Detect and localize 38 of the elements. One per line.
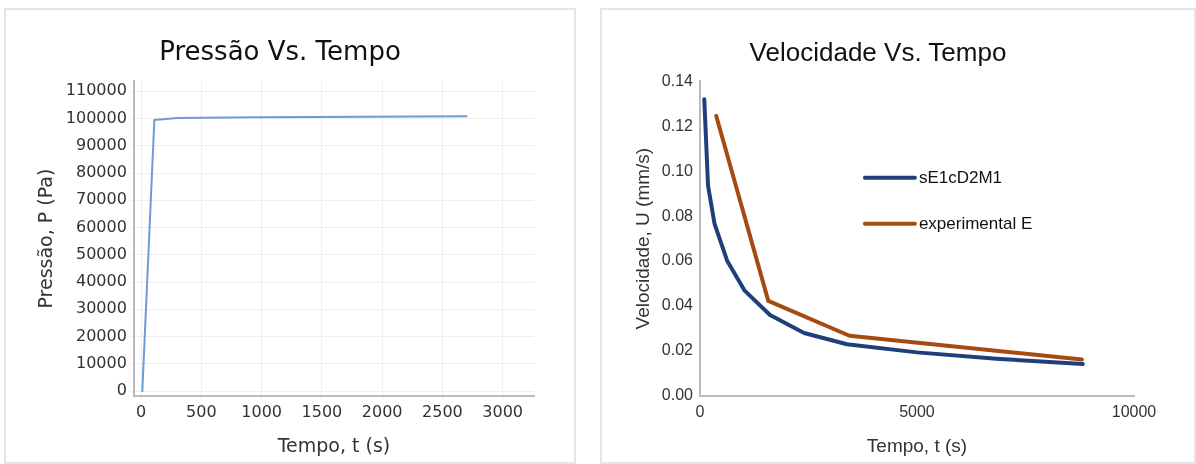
- x-axis-title: Tempo, t (s): [866, 434, 968, 456]
- y-tick-label: 0.08: [661, 206, 694, 224]
- legend-label: sE1cD2M1: [918, 167, 1003, 187]
- chart-title: Velocidade Vs. Tempo: [749, 36, 1007, 67]
- y-tick-label: 10000: [75, 352, 127, 372]
- x-tick-label: 5000: [899, 403, 935, 421]
- y-tick-label: 0.02: [661, 341, 694, 359]
- y-axis-title: Velocidade, U (mm/s): [631, 147, 653, 330]
- y-tick-label: 110000: [65, 80, 127, 100]
- legend-label: experimental E: [918, 213, 1033, 233]
- chart-title: Pressão Vs. Tempo: [159, 36, 401, 67]
- y-tick-label: 0.12: [661, 116, 694, 134]
- y-tick-label: 60000: [75, 216, 127, 236]
- y-tick-label: 50000: [75, 243, 127, 263]
- x-tick-label: 3000: [482, 401, 524, 421]
- y-tick-label: 0: [116, 380, 127, 400]
- x-tick-label: 0: [695, 403, 705, 421]
- x-tick-label: 1500: [301, 401, 343, 421]
- y-tick-label: 90000: [75, 134, 127, 154]
- x-axis-title: Tempo, t (s): [276, 433, 391, 456]
- y-tick-label: 0.04: [661, 296, 694, 314]
- y-tick-label: 0.10: [661, 161, 694, 179]
- x-tick-label: 1000: [241, 401, 282, 421]
- x-tick-label: 0: [136, 401, 147, 421]
- y-tick-label: 20000: [75, 325, 127, 345]
- y-tick-label: 100000: [65, 107, 127, 127]
- y-tick-label: 0.14: [661, 71, 694, 89]
- x-tick-label: 2500: [422, 401, 463, 421]
- y-tick-label: 80000: [75, 162, 127, 182]
- y-tick-label: 0.06: [661, 251, 694, 269]
- y-tick-label: 0.00: [661, 386, 694, 404]
- y-tick-label: 70000: [75, 189, 127, 209]
- y-axis-title: Pressão, P (Pa): [34, 168, 57, 309]
- x-tick-label: 2000: [361, 401, 403, 421]
- y-tick-label: 30000: [75, 298, 127, 318]
- y-tick-label: 40000: [75, 271, 127, 291]
- x-tick-label: 10000: [1111, 403, 1157, 421]
- x-tick-label: 500: [186, 401, 217, 421]
